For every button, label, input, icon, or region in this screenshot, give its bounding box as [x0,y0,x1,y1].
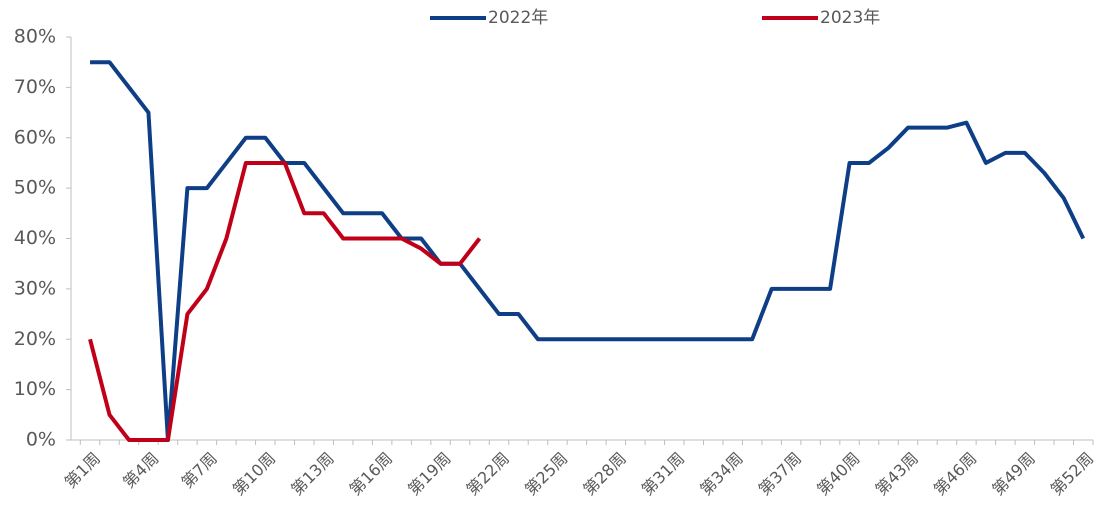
x-tick-label: 第16周 [346,449,396,499]
x-tick-label: 第40周 [813,449,863,499]
y-tick-label: 50% [14,177,56,199]
line-series [90,60,1086,442]
y-tick-label: 20% [14,328,56,350]
y-tick-label: 80% [14,26,56,48]
y-tick-label: 70% [14,76,56,98]
x-tick-label: 第7周 [178,449,221,492]
x-tick-label: 第13周 [287,449,337,499]
x-tick-label: 第4周 [119,449,162,492]
y-tick-label: 40% [14,227,56,249]
x-tick-label: 第43周 [872,449,922,499]
x-tick-label: 第25周 [521,449,571,499]
y-tick-label: 0% [26,429,56,451]
x-tick-label: 第34周 [696,449,746,499]
x-tick-label: 第52周 [1047,449,1096,499]
legend-label: 2023年 [820,8,880,28]
x-tick-label: 第49周 [988,449,1038,499]
y-tick-label: 60% [14,126,56,148]
x-tick-label: 第28周 [579,449,629,499]
x-tick-label: 第1周 [61,449,104,492]
x-tick-label: 第19周 [404,449,454,499]
y-tick-label: 10% [14,378,56,400]
x-tick-label: 第37周 [755,449,805,499]
y-tick-label: 30% [14,277,56,299]
x-tick-label: 第31周 [638,449,688,499]
x-tick-label: 第10周 [229,449,279,499]
x-tick-label: 第22周 [463,449,513,499]
legend-label: 2022年 [488,8,548,28]
line-series [88,160,482,442]
x-tick-label: 第46周 [930,449,980,499]
